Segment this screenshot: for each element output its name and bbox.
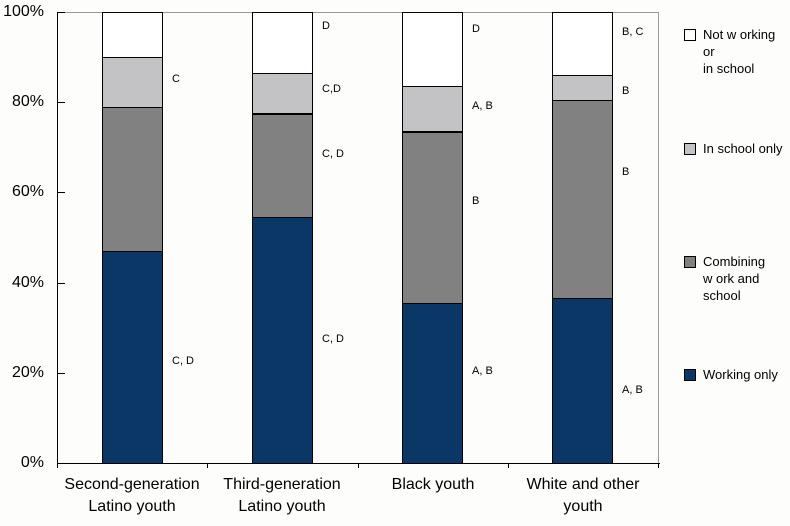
y-axis-line <box>57 12 58 464</box>
significance-annotation: C,D <box>322 83 341 95</box>
legend-label: Combining w ork and school <box>703 254 766 303</box>
y-axis-tick <box>57 192 65 193</box>
legend-swatch <box>684 29 696 41</box>
legend-label: Working only <box>703 367 778 382</box>
bar-segment-combining-w-ork-and-school <box>252 113 313 219</box>
significance-annotation: D <box>472 23 480 35</box>
y-axis-tick-label: 20% <box>11 364 44 381</box>
x-axis-tick <box>358 463 359 468</box>
y-axis-tick-label: 80% <box>11 93 44 110</box>
significance-annotation: B <box>622 85 630 97</box>
significance-annotation: C, D <box>322 148 344 160</box>
x-axis-tick <box>658 463 659 468</box>
bar-segment-combining-w-ork-and-school <box>402 131 463 304</box>
legend-item: Combining w ork and school <box>684 253 788 304</box>
significance-annotation: A, B <box>472 100 493 112</box>
x-axis-category-label: Second-generation Latino youth <box>64 476 200 515</box>
significance-annotation: B <box>622 166 630 178</box>
gridline-100pct <box>57 12 659 13</box>
bar-segment-working-only <box>102 251 163 464</box>
x-axis-category-label: Third-generation Latino youth <box>223 476 341 515</box>
legend-item: In school only <box>684 140 788 157</box>
bar-segment-not-w-orking-or-in-school <box>102 12 163 59</box>
legend-item: Not w orking or in school <box>684 26 788 77</box>
x-axis-tick <box>508 463 509 468</box>
y-axis-tick-label: 40% <box>11 274 44 291</box>
x-axis-category-label: White and other youth <box>526 476 640 515</box>
bar-segment-in-school-only <box>102 57 163 108</box>
bar-segment-working-only <box>402 302 463 464</box>
legend-swatch <box>684 369 696 381</box>
plot-right-border <box>658 12 659 463</box>
significance-annotation: A, B <box>472 365 493 377</box>
y-axis-tick-label: 100% <box>3 3 44 20</box>
bar-segment-not-w-orking-or-in-school <box>402 12 463 88</box>
bar-segment-not-w-orking-or-in-school <box>252 12 313 74</box>
bar-segment-working-only <box>252 217 313 464</box>
y-axis-tick-label: 0% <box>20 454 44 471</box>
y-axis-tick-label: 60% <box>11 183 44 200</box>
legend-label: Not w orking or in school <box>703 27 776 76</box>
bar-segment-in-school-only <box>402 86 463 133</box>
legend-item: Working only <box>684 366 788 383</box>
significance-annotation: B, C <box>622 26 644 38</box>
bar-segment-combining-w-ork-and-school <box>102 106 163 252</box>
bar-segment-combining-w-ork-and-school <box>552 99 613 300</box>
y-axis-tick <box>57 283 65 284</box>
x-axis-tick <box>207 463 208 468</box>
significance-annotation: A, B <box>622 384 643 396</box>
bar-segment-not-w-orking-or-in-school <box>552 12 613 77</box>
bar-segment-in-school-only <box>252 72 313 115</box>
legend-label: In school only <box>703 141 783 156</box>
x-axis-tick <box>57 463 58 468</box>
legend-swatch <box>684 256 696 268</box>
significance-annotation: C, D <box>172 355 194 367</box>
y-axis-tick <box>57 373 65 374</box>
bar-segment-in-school-only <box>552 75 613 101</box>
y-axis-tick <box>57 102 65 103</box>
significance-annotation: C, D <box>322 333 344 345</box>
significance-annotation: C <box>172 73 180 85</box>
bar-segment-working-only <box>552 298 613 464</box>
x-axis-category-label: Black youth <box>391 476 475 493</box>
legend-swatch <box>684 143 696 155</box>
significance-annotation: B <box>472 195 480 207</box>
significance-annotation: D <box>322 20 330 32</box>
y-axis-tick <box>57 12 65 13</box>
